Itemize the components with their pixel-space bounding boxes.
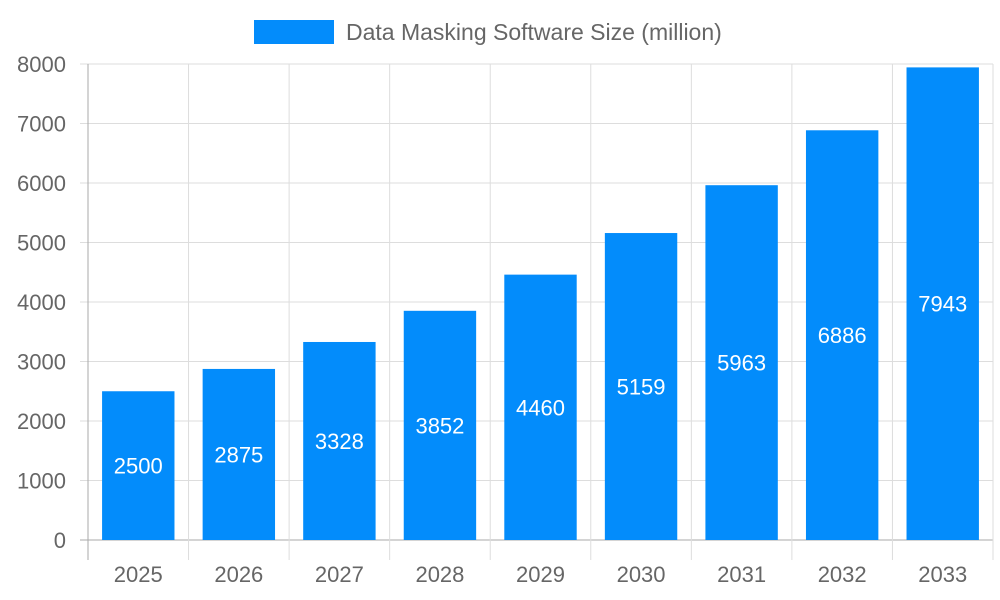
x-tick-label: 2029 bbox=[516, 562, 565, 587]
x-tick-label: 2031 bbox=[717, 562, 766, 587]
y-tick-label: 2000 bbox=[17, 409, 66, 434]
bar-2025[interactable] bbox=[102, 391, 175, 540]
bar-2032[interactable] bbox=[805, 130, 879, 540]
x-tick-label: 2028 bbox=[415, 562, 464, 587]
data-label: 7943 bbox=[918, 292, 967, 317]
y-tick-label: 4000 bbox=[17, 290, 66, 315]
bar-2031[interactable] bbox=[705, 185, 778, 540]
bars: 2500 2875 3328 3852 4460 5159 5963 6886 7943 bbox=[102, 67, 979, 541]
y-tick-label: 3000 bbox=[17, 350, 66, 375]
y-tick-label: 0 bbox=[54, 528, 66, 553]
x-axis: 2025 2026 2027 2028 2029 2030 2031 2032 2033 bbox=[114, 562, 967, 587]
data-label: 5963 bbox=[717, 351, 766, 376]
legend-label: Data Masking Software Size (million) bbox=[346, 19, 722, 45]
bar-2028[interactable] bbox=[403, 310, 477, 540]
data-label: 2500 bbox=[114, 454, 163, 479]
legend[interactable]: Data Masking Software Size (million) bbox=[254, 19, 722, 45]
y-tick-label: 8000 bbox=[17, 52, 66, 77]
legend-swatch bbox=[254, 20, 334, 44]
data-label: 3852 bbox=[415, 413, 464, 438]
x-tick-label: 2032 bbox=[818, 562, 867, 587]
bar-2033[interactable] bbox=[906, 67, 979, 540]
x-tick-label: 2033 bbox=[918, 562, 967, 587]
y-tick-label: 6000 bbox=[17, 171, 66, 196]
y-tick-label: 7000 bbox=[17, 112, 66, 137]
y-axis: 0 1000 2000 3000 4000 5000 6000 7000 8000 bbox=[17, 52, 66, 553]
x-tick-label: 2027 bbox=[315, 562, 364, 587]
data-label: 6886 bbox=[818, 323, 867, 348]
data-label: 4460 bbox=[516, 395, 565, 420]
bar-2026[interactable] bbox=[202, 368, 276, 540]
y-tick-label: 1000 bbox=[17, 469, 66, 494]
data-label: 5159 bbox=[617, 375, 666, 400]
x-tick-label: 2030 bbox=[617, 562, 666, 587]
data-label: 2875 bbox=[214, 442, 263, 467]
bar-2029[interactable] bbox=[504, 274, 577, 540]
bar-2030[interactable] bbox=[604, 233, 678, 541]
data-label: 3328 bbox=[315, 429, 364, 454]
x-tick-label: 2026 bbox=[214, 562, 263, 587]
y-tick-label: 5000 bbox=[17, 231, 66, 256]
x-tick-label: 2025 bbox=[114, 562, 163, 587]
bar-2027[interactable] bbox=[303, 341, 376, 540]
